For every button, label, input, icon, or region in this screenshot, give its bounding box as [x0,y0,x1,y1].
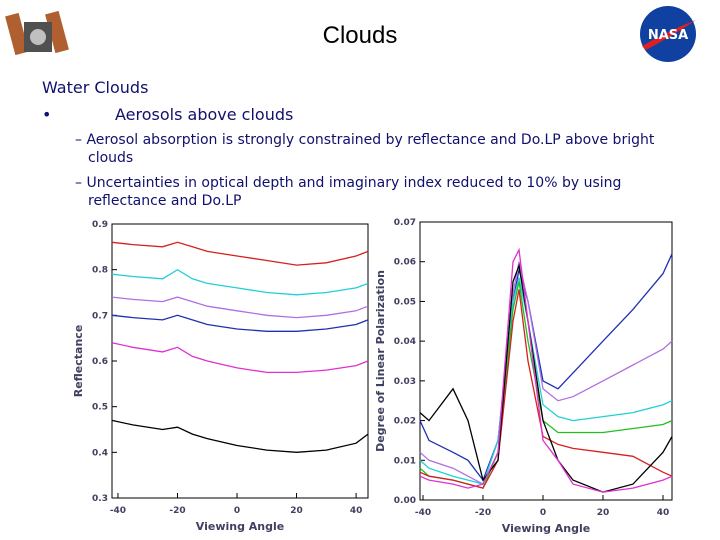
heading: Water Clouds [42,78,149,97]
x-tick-label: -20 [169,506,185,516]
bullet-text: Aerosols above clouds [115,105,294,124]
y-tick-label: 0.03 [394,377,416,387]
sub-bullet: – Uncertainties in optical depth and ima… [75,175,622,209]
x-tick-label: -40 [110,506,126,516]
y-tick-label: 0.8 [92,266,108,276]
y-tick-label: 0.4 [92,448,108,458]
y-tick-label: 0.06 [394,258,416,268]
data-line [111,268,369,296]
y-tick-label: 0.07 [394,218,416,228]
x-axis-title: Viewing Angle [196,520,284,533]
x-tick-label: 40 [350,506,363,516]
y-tick-label: 0.05 [394,297,416,307]
data-line [111,241,369,266]
data-line [111,419,369,453]
plot-area [111,223,369,499]
bullet: • [42,105,52,124]
data-line [419,247,673,493]
y-tick-label: 0.04 [394,337,416,347]
x-tick-label: 40 [657,508,670,518]
x-tick-label: 0 [234,506,240,516]
y-tick-label: 0.6 [92,357,108,367]
slide-title: Clouds [322,22,398,49]
x-tick-label: 0 [540,508,546,518]
x-tick-label: 20 [290,506,303,516]
x-tick-label: 20 [597,508,610,518]
y-axis-title: Degree of Linear Polarization [374,270,387,452]
data-line [111,296,369,319]
data-line [419,289,673,489]
data-line [111,342,369,374]
plot-area [419,221,673,501]
nasa-logo: NASA [640,6,696,62]
y-tick-label: 0.00 [394,496,416,506]
data-line [111,314,369,332]
data-line [419,263,673,493]
y-axis-title: Reflectance [72,325,85,398]
data-line [419,277,673,485]
y-tick-label: 0.9 [92,220,108,230]
y-tick-label: 0.02 [394,417,416,427]
y-tick-label: 0.3 [92,494,108,504]
y-tick-label: 0.5 [92,403,108,413]
satellite-logo [5,10,69,56]
y-tick-label: 0.01 [394,456,416,466]
y-tick-label: 0.7 [92,311,108,321]
x-axis-title: Viewing Angle [502,522,590,535]
sub-bullet: – Aerosol absorption is strongly constra… [75,132,655,166]
x-tick-label: -20 [475,508,491,518]
x-tick-label: -40 [415,508,431,518]
logo-text: NASA [648,28,688,43]
